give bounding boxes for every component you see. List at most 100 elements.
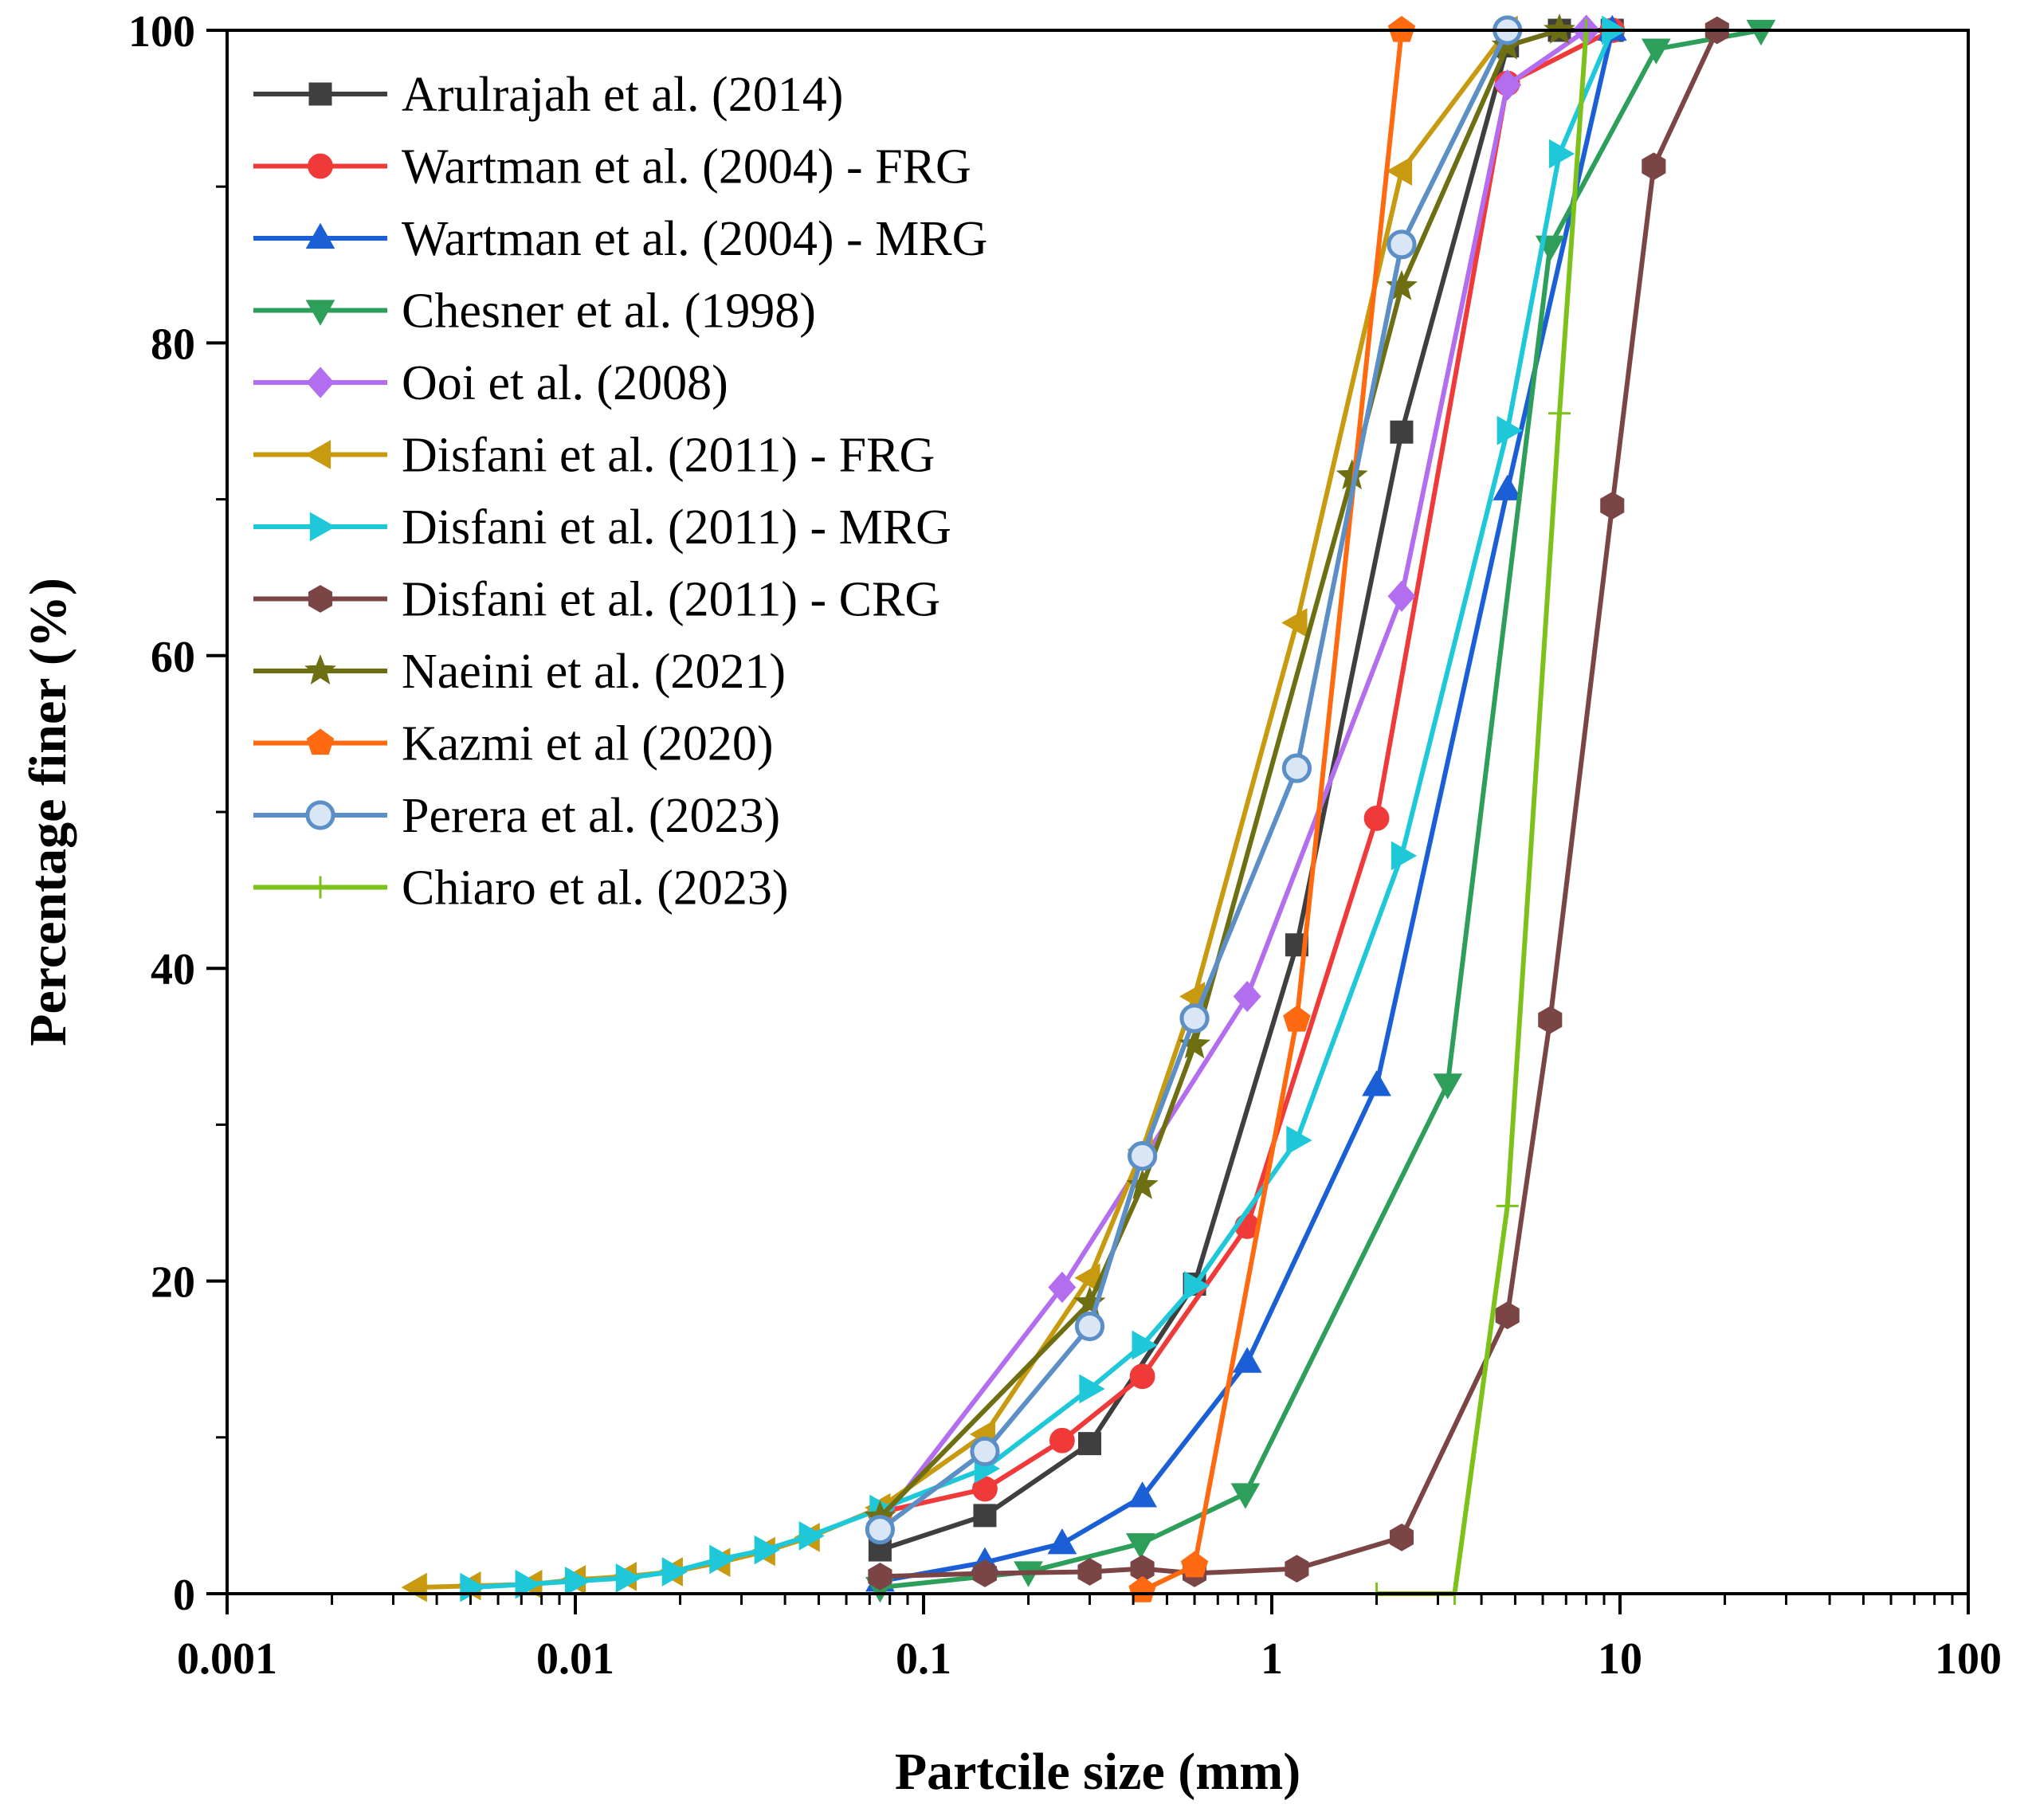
data-point (1362, 1070, 1391, 1096)
legend-entry: Disfani et al. (2011) - CRG (253, 573, 940, 627)
x-tick-label: 0.1 (896, 1634, 951, 1684)
data-point (1600, 492, 1625, 520)
legend-marker (308, 585, 333, 613)
legend-entry: Disfani et al. (2011) - FRG (253, 429, 935, 483)
y-tick-label: 100 (128, 7, 195, 57)
data-point (401, 1572, 427, 1602)
legend-marker (304, 440, 331, 469)
data-point (1496, 415, 1523, 445)
data-point (1390, 420, 1414, 444)
legend-entry: Wartman et al. (2004) - MRG (253, 212, 987, 266)
data-point (798, 1521, 825, 1551)
x-tick-label: 10 (1598, 1634, 1642, 1684)
y-tick-label: 60 (151, 633, 195, 682)
legend-entry: Ooi et al. (2008) (253, 356, 728, 410)
data-point (1129, 1363, 1155, 1390)
legend-label: Chiaro et al. (2023) (402, 861, 789, 916)
data-point (1642, 38, 1671, 65)
data-point (1047, 1528, 1077, 1555)
data-point (1281, 608, 1308, 637)
data-point (1128, 1481, 1157, 1508)
data-point (615, 1563, 642, 1593)
legend-entry: Disfani et al. (2011) - MRG (253, 500, 951, 555)
data-point (1387, 580, 1416, 612)
series-line (1141, 29, 1404, 1593)
data-point (1281, 753, 1312, 783)
data-point (1230, 1483, 1261, 1509)
data-point (1746, 19, 1776, 46)
data-point (1233, 980, 1261, 1013)
data-point (1128, 1575, 1156, 1602)
legend-marker (309, 876, 331, 899)
data-point (1180, 1551, 1209, 1578)
data-point (1391, 841, 1418, 871)
data-point (868, 1563, 892, 1591)
data-point (1387, 229, 1417, 260)
data-point (1386, 269, 1418, 300)
x-tick-label: 0.01 (536, 1634, 614, 1684)
data-point (973, 1504, 997, 1528)
legend-label: Disfani et al. (2011) - FRG (402, 429, 935, 483)
data-point (1283, 1005, 1311, 1032)
legend-marker (309, 512, 336, 542)
data-point (972, 1559, 998, 1587)
axes-layer: 0.001 0.01 0.1 1 10 100 0 20 40 60 80 100 (128, 7, 2002, 1684)
series-8 (868, 16, 1729, 1591)
data-point (1179, 1028, 1211, 1059)
x-tick-label: 100 (1935, 1634, 2002, 1684)
legend-marker (305, 300, 335, 326)
legend-entry: Wartman et al. (2004) - FRG (253, 140, 971, 194)
legend-marker (306, 728, 335, 755)
data-point (1386, 156, 1413, 186)
legend-label: Kazmi et al (2020) (402, 717, 774, 771)
series-line (878, 28, 1588, 1525)
data-point (1126, 1533, 1155, 1559)
data-point (1286, 1125, 1312, 1155)
legend-marker (305, 222, 335, 249)
x-tick-label: 1 (1261, 1634, 1283, 1684)
data-point (1128, 1141, 1158, 1171)
data-point (1493, 474, 1523, 500)
legend-label: Chesner et al. (1998) (402, 284, 816, 339)
data-point (970, 1436, 1000, 1467)
series-line (879, 29, 1615, 1584)
data-point (1078, 1432, 1102, 1456)
data-point (1642, 152, 1666, 181)
data-point (1079, 1374, 1105, 1404)
series-line (878, 29, 1510, 1532)
legend-marker (308, 153, 333, 179)
data-point (661, 1557, 688, 1587)
data-point (1285, 1555, 1309, 1583)
data-point (709, 1544, 735, 1575)
data-point (1132, 1330, 1158, 1360)
legend-entry: Naeini et al. (2021) (253, 645, 786, 699)
data-point (1363, 805, 1390, 831)
series-line (879, 28, 1614, 1515)
data-point (1126, 1168, 1159, 1199)
series-11 (865, 15, 1523, 1545)
data-point (754, 1535, 780, 1565)
legend-label: Naeini et al. (2021) (402, 645, 786, 699)
y-tick-label: 40 (151, 945, 195, 994)
data-point (1077, 1558, 1102, 1586)
data-point (865, 1514, 896, 1545)
data-point (1074, 1311, 1105, 1342)
legend-label: Ooi et al. (2008) (402, 356, 728, 410)
legend-marker (306, 367, 335, 398)
x-axis-title: Partcile size (mm) (895, 1743, 1300, 1801)
legend-entry: Chesner et al. (1998) (253, 284, 816, 339)
data-point (564, 1566, 591, 1596)
legend-entry: Chiaro et al. (2023) (253, 861, 789, 916)
legend-label: Disfani et al. (2011) - CRG (402, 573, 940, 627)
x-tick-label: 0.001 (177, 1634, 277, 1684)
data-point (1179, 1003, 1210, 1034)
data-point (1538, 1006, 1563, 1034)
legend-entry: Arulrajah et al. (2014) (253, 68, 843, 122)
data-point (515, 1569, 541, 1599)
legend-entry: Perera et al. (2023) (253, 789, 780, 843)
y-tick-label: 20 (151, 1258, 195, 1308)
legend-label: Arulrajah et al. (2014) (402, 68, 843, 122)
data-point (1496, 1194, 1519, 1218)
legend-label: Perera et al. (2023) (402, 789, 780, 843)
